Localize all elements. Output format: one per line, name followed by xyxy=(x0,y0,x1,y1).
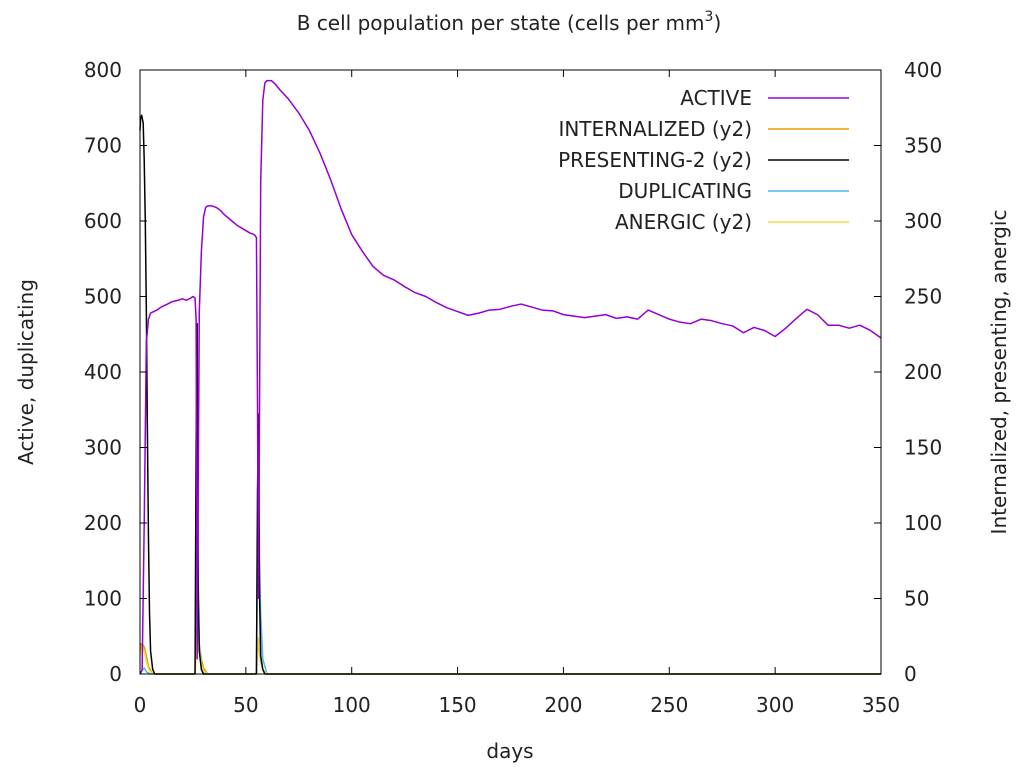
y2-tick-label: 150 xyxy=(904,436,942,460)
y-tick-label: 0 xyxy=(109,662,122,686)
x-tick-label: 150 xyxy=(438,693,476,717)
y2-tick-label: 100 xyxy=(904,511,942,535)
x-axis: 0 50 100 150 200 250 300 350 xyxy=(134,70,900,717)
legend-label: ACTIVE xyxy=(680,86,752,110)
y-tick-label: 500 xyxy=(84,285,122,309)
x-tick-label: 250 xyxy=(650,693,688,717)
series-line-internalized-y2 xyxy=(139,582,881,675)
x-tick-label: 350 xyxy=(862,693,900,717)
y2-tick-label: 350 xyxy=(904,134,942,158)
y-tick-label: 300 xyxy=(84,436,122,460)
x-tick-label: 300 xyxy=(756,693,794,717)
x-tick-label: 100 xyxy=(333,693,371,717)
legend-label: INTERNALIZED (y2) xyxy=(558,117,752,141)
y-tick-label: 800 xyxy=(84,58,122,82)
y-tick-label: 200 xyxy=(84,511,122,535)
legend-label: DUPLICATING xyxy=(618,179,752,203)
y-tick-label: 700 xyxy=(84,134,122,158)
y2-tick-label: 50 xyxy=(904,587,929,611)
y2-tick-label: 300 xyxy=(904,209,942,233)
series-line-anergic-y2 xyxy=(139,620,881,675)
y-axis-label: Active, duplicating xyxy=(14,279,38,465)
chart-title: B cell population per state (cells per m… xyxy=(297,9,722,35)
legend-label: PRESENTING-2 (y2) xyxy=(558,148,752,172)
x-axis-label: days xyxy=(486,739,533,763)
series-line-duplicating xyxy=(139,537,881,675)
y2-tick-label: 0 xyxy=(904,662,917,686)
y-tick-label: 400 xyxy=(84,360,122,384)
legend: ACTIVE INTERNALIZED (y2) PRESENTING-2 (y2)… xyxy=(558,86,849,234)
y2-tick-label: 250 xyxy=(904,285,942,309)
y-tick-label: 100 xyxy=(84,587,122,611)
x-tick-label: 200 xyxy=(544,693,582,717)
plot-area xyxy=(139,79,882,675)
y-tick-label: 600 xyxy=(84,209,122,233)
series-line-presenting-2-y2 xyxy=(139,114,881,675)
y-axis-left: 0 100 200 300 400 500 600 700 800 xyxy=(84,58,147,686)
legend-label: ANERGIC (y2) xyxy=(615,210,752,234)
y-axis-right: 0 50 100 150 200 250 300 350 400 xyxy=(874,58,942,686)
y2-tick-label: 400 xyxy=(904,58,942,82)
series-line-active xyxy=(139,79,882,675)
y2-tick-label: 200 xyxy=(904,360,942,384)
x-tick-label: 0 xyxy=(134,693,147,717)
y2-axis-label: Internalized, presenting, anergic xyxy=(987,210,1011,535)
x-tick-label: 50 xyxy=(233,693,258,717)
